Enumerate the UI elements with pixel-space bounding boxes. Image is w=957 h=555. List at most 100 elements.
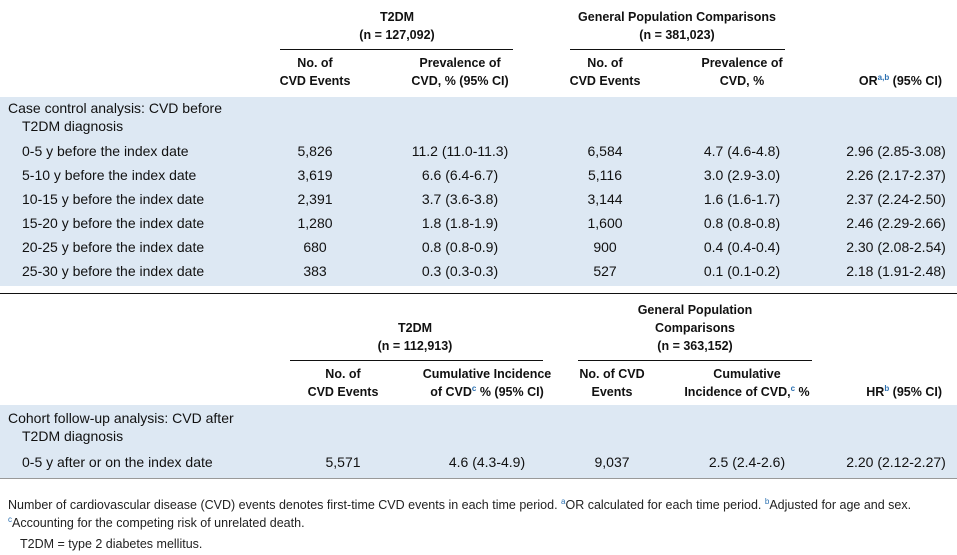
column-header: CVD Events	[280, 72, 351, 90]
group-header: (n = 127,092)	[359, 28, 435, 42]
text-segment: Cumulative	[713, 367, 781, 381]
cell: 3,619	[297, 167, 333, 183]
text-segment: OR calculated for each time period.	[565, 498, 765, 512]
group-header: (n = 363,152)	[657, 339, 733, 353]
superscript: a	[561, 497, 566, 506]
text-segment: of CVD	[430, 385, 472, 399]
cell: 2.37 (2.24-2.50)	[846, 191, 946, 207]
column-header: Cumulative	[713, 365, 780, 383]
superscript: c	[471, 384, 477, 393]
group-underline	[280, 49, 513, 50]
group-underline	[290, 360, 543, 361]
section-label: T2DM diagnosis	[22, 428, 124, 444]
text-segment: Incidence of CVD,	[684, 385, 791, 399]
text-segment: CVD Events	[279, 74, 351, 88]
footnote: Number of cardiovascular disease (CVD) e…	[8, 496, 953, 532]
cell: 5,116	[588, 167, 622, 183]
column-header: HRb (95% CI)	[866, 383, 942, 401]
text-segment: Prevalence of	[419, 56, 501, 70]
cell: 2.18 (1.91-2.48)	[846, 263, 946, 279]
cell: 3.7 (3.6-3.8)	[421, 191, 499, 207]
footnote-abbreviation: T2DM = type 2 diabetes mellitus.	[20, 537, 203, 551]
column-header: Cumulative Incidence	[423, 365, 552, 383]
group-header: General Population	[637, 303, 753, 317]
text-segment: CVD Events	[307, 385, 379, 399]
text-segment: No. of	[325, 367, 361, 381]
group-header: T2DM	[397, 321, 433, 335]
cell: 0.1 (0.1-0.2)	[703, 263, 781, 279]
text-segment: (95% CI)	[889, 74, 942, 88]
cell: 2.46 (2.29-2.66)	[846, 215, 946, 231]
group-header: (n = 112,913)	[377, 339, 453, 353]
cell: 3,144	[587, 191, 623, 207]
cell: 4.6 (4.3-4.9)	[448, 454, 526, 470]
cell: 527	[593, 263, 617, 279]
cell: 6.6 (6.4-6.7)	[421, 167, 499, 183]
text-segment: (95% CI)	[889, 385, 942, 399]
cell: 680	[303, 239, 327, 255]
cell: 0.3 (0.3-0.3)	[421, 263, 499, 279]
superscript: c	[790, 384, 796, 393]
text-segment: No. of CVD	[579, 367, 645, 381]
row-label: 0-5 y after or on the index date	[22, 454, 213, 470]
section-label: Case control analysis: CVD before	[8, 100, 222, 116]
text-segment: No. of	[297, 56, 333, 70]
column-header: No. of	[587, 54, 622, 72]
text-segment: Adjusted for age and sex.	[769, 498, 912, 512]
cell: 2.26 (2.17-2.37)	[846, 167, 946, 183]
cell: 1,600	[587, 215, 623, 231]
group-header: Comparisons	[655, 321, 735, 335]
row-label: 10-15 y before the index date	[22, 191, 205, 207]
row-label: 20-25 y before the index date	[22, 239, 205, 255]
table-separator	[0, 293, 957, 294]
cell: 2.30 (2.08-2.54)	[846, 239, 946, 255]
column-header: CVD, % (95% CI)	[411, 72, 508, 90]
group-header: T2DM	[379, 10, 415, 24]
text-segment: Events	[591, 385, 633, 399]
cell: 11.2 (11.0-11.3)	[411, 143, 509, 159]
text-segment: CVD, %	[719, 74, 765, 88]
row-label: 15-20 y before the index date	[22, 215, 205, 231]
group-header: General Population Comparisons	[578, 10, 776, 24]
superscript: a,b	[877, 73, 890, 82]
column-header: No. of	[325, 365, 360, 383]
text-segment: CVD Events	[569, 74, 641, 88]
row-label: 0-5 y before the index date	[22, 143, 189, 159]
cell: 2.5 (2.4-2.6)	[708, 454, 786, 470]
text-segment: %	[795, 385, 810, 399]
column-header: CVD, %	[720, 72, 764, 90]
text-segment: HR	[866, 385, 885, 399]
cell: 4.7 (4.6-4.8)	[703, 143, 781, 159]
column-header: Incidence of CVD,c %	[684, 383, 809, 401]
section-label: T2DM diagnosis	[22, 118, 124, 134]
row-label: 25-30 y before the index date	[22, 263, 205, 279]
cell: 5,571	[325, 454, 361, 470]
text-segment: Prevalence of	[701, 56, 783, 70]
cell: 0.8 (0.8-0.9)	[421, 239, 499, 255]
cell: 383	[303, 263, 327, 279]
group-header: (n = 381,023)	[639, 28, 715, 42]
column-header: Prevalence of	[701, 54, 782, 72]
section-label: Cohort follow-up analysis: CVD after	[8, 410, 234, 426]
column-header: CVD Events	[308, 383, 379, 401]
table1-body-bg	[0, 97, 957, 286]
cell: 5,826	[297, 143, 333, 159]
cell: 1.6 (1.6-1.7)	[703, 191, 781, 207]
cell: 6,584	[587, 143, 623, 159]
text-segment: % (95% CI)	[476, 385, 544, 399]
cell: 2.20 (2.12-2.27)	[846, 454, 946, 470]
row-label: 5-10 y before the index date	[22, 167, 197, 183]
superscript: b	[764, 497, 770, 506]
cell: 9,037	[594, 454, 630, 470]
cell: 2,391	[297, 191, 333, 207]
cell: 1,280	[297, 215, 333, 231]
table2-body-bg	[0, 405, 957, 478]
cell: 0.8 (0.8-0.8)	[703, 215, 781, 231]
text-segment: OR	[858, 74, 878, 88]
text-segment: Accounting for the competing risk of unr…	[12, 516, 305, 530]
superscript: b	[884, 384, 890, 393]
column-header: No. of CVD	[579, 365, 644, 383]
cell: 0.4 (0.4-0.4)	[703, 239, 781, 255]
cell: 900	[593, 239, 617, 255]
